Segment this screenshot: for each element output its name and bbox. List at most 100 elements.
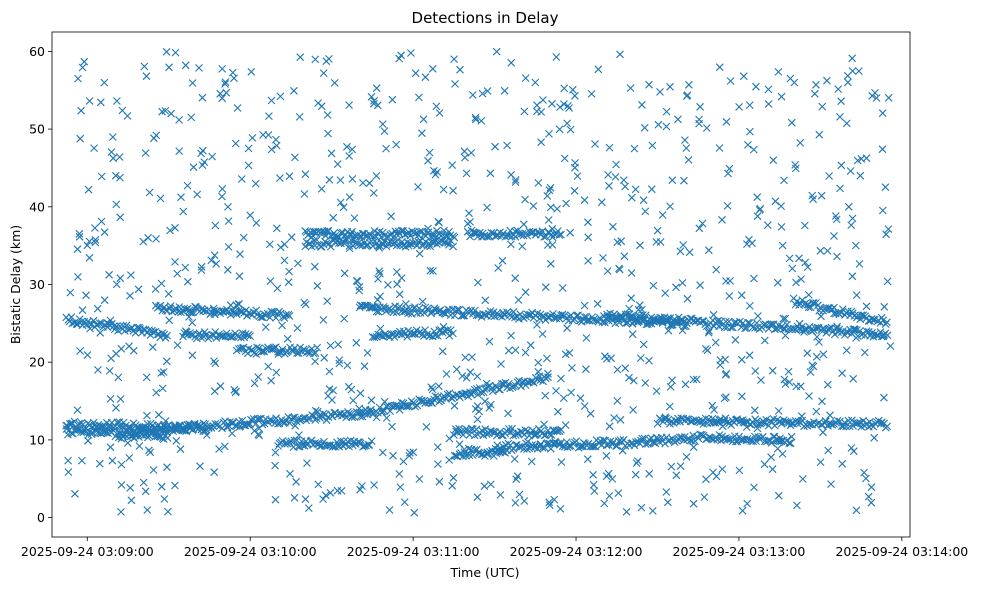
- detection-point: [145, 446, 153, 455]
- detection-point: [662, 122, 671, 131]
- detection-point: [418, 129, 426, 138]
- detection-point: [715, 144, 724, 152]
- detection-point: [531, 431, 540, 439]
- track-point: [547, 431, 556, 439]
- detection-point: [661, 413, 670, 421]
- detection-point: [231, 139, 240, 148]
- detection-point: [599, 254, 607, 262]
- detection-point: [723, 202, 732, 210]
- detection-point: [760, 336, 769, 345]
- detection-point: [428, 64, 437, 73]
- detection-point: [415, 93, 423, 102]
- detection-point: [266, 277, 275, 285]
- detection-point: [271, 448, 280, 457]
- detection-point: [498, 256, 507, 265]
- track-point: [404, 402, 413, 410]
- detection-point: [806, 368, 815, 376]
- detection-point: [100, 228, 109, 237]
- detection-point: [684, 156, 693, 164]
- detection-point: [220, 442, 229, 451]
- track-point: [285, 438, 294, 446]
- detection-point: [461, 353, 470, 362]
- detection-point: [246, 211, 255, 220]
- detection-point: [473, 415, 482, 424]
- detection-point: [621, 182, 629, 191]
- detection-point: [868, 91, 877, 100]
- detection-point: [613, 365, 622, 374]
- track-point: [856, 327, 864, 335]
- detection-point: [428, 385, 437, 394]
- detection-point: [511, 499, 520, 507]
- detection-point: [591, 140, 599, 148]
- track-point: [473, 390, 482, 399]
- detection-point: [818, 102, 827, 111]
- detection-point: [303, 459, 311, 467]
- detection-point: [142, 373, 151, 382]
- detection-point: [817, 312, 825, 321]
- detection-point: [629, 376, 638, 385]
- detection-point: [292, 477, 300, 486]
- detection-point: [221, 78, 230, 86]
- detection-point: [232, 387, 240, 396]
- detection-point: [458, 372, 467, 380]
- track-point: [432, 233, 440, 242]
- detection-point: [485, 337, 494, 346]
- track-point: [540, 443, 549, 452]
- detection-point: [197, 149, 205, 158]
- detection-point: [483, 87, 492, 95]
- detection-point: [788, 264, 797, 273]
- detection-point: [435, 109, 444, 117]
- detection-point: [295, 431, 303, 439]
- detection-point: [661, 289, 670, 297]
- detection-point: [751, 367, 760, 375]
- detection-point: [64, 456, 72, 465]
- detection-point: [837, 97, 845, 106]
- detection-point: [162, 47, 171, 56]
- detection-point: [144, 233, 152, 242]
- detection-point: [330, 79, 339, 87]
- track-point: [558, 310, 567, 319]
- detection-point: [816, 458, 825, 466]
- detection-point: [141, 487, 150, 496]
- detection-point: [452, 365, 461, 374]
- detection-point: [251, 179, 260, 188]
- x-tick-label: 2025-09-24 03:11:00: [347, 544, 480, 559]
- detection-point: [264, 362, 273, 371]
- detection-point: [534, 179, 543, 187]
- detection-point: [793, 501, 801, 510]
- detection-point: [208, 152, 217, 161]
- track-point: [450, 451, 459, 460]
- detection-point: [438, 347, 447, 356]
- detection-point: [188, 351, 197, 360]
- detection-point: [626, 84, 635, 92]
- detection-point: [812, 407, 821, 416]
- track-point: [197, 333, 205, 342]
- detection-point: [573, 172, 582, 180]
- y-tick-label: 60: [29, 44, 45, 59]
- track-point: [542, 232, 550, 241]
- track-point: [255, 415, 263, 423]
- detection-point: [507, 331, 515, 340]
- detection-point: [753, 212, 762, 221]
- detection-point: [610, 414, 618, 422]
- detection-point: [786, 74, 795, 83]
- detection-point: [157, 482, 166, 491]
- track-point: [413, 401, 422, 410]
- detection-point: [427, 383, 436, 392]
- track-point: [161, 306, 170, 314]
- detection-point: [140, 62, 149, 71]
- detection-point: [571, 159, 579, 167]
- detection-point: [236, 250, 244, 259]
- track-point: [811, 324, 820, 332]
- detection-point: [494, 264, 503, 272]
- track-point: [380, 330, 389, 339]
- detection-point: [620, 252, 629, 261]
- track-point: [285, 312, 294, 320]
- track-point: [544, 373, 552, 382]
- detection-point: [267, 145, 276, 154]
- detection-point: [638, 305, 646, 314]
- track-point: [549, 310, 557, 318]
- detection-point: [107, 354, 115, 363]
- detection-point: [244, 144, 253, 153]
- detection-point: [473, 493, 482, 502]
